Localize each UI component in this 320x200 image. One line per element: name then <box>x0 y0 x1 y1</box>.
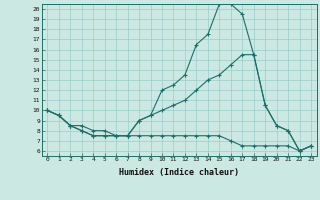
X-axis label: Humidex (Indice chaleur): Humidex (Indice chaleur) <box>119 168 239 177</box>
